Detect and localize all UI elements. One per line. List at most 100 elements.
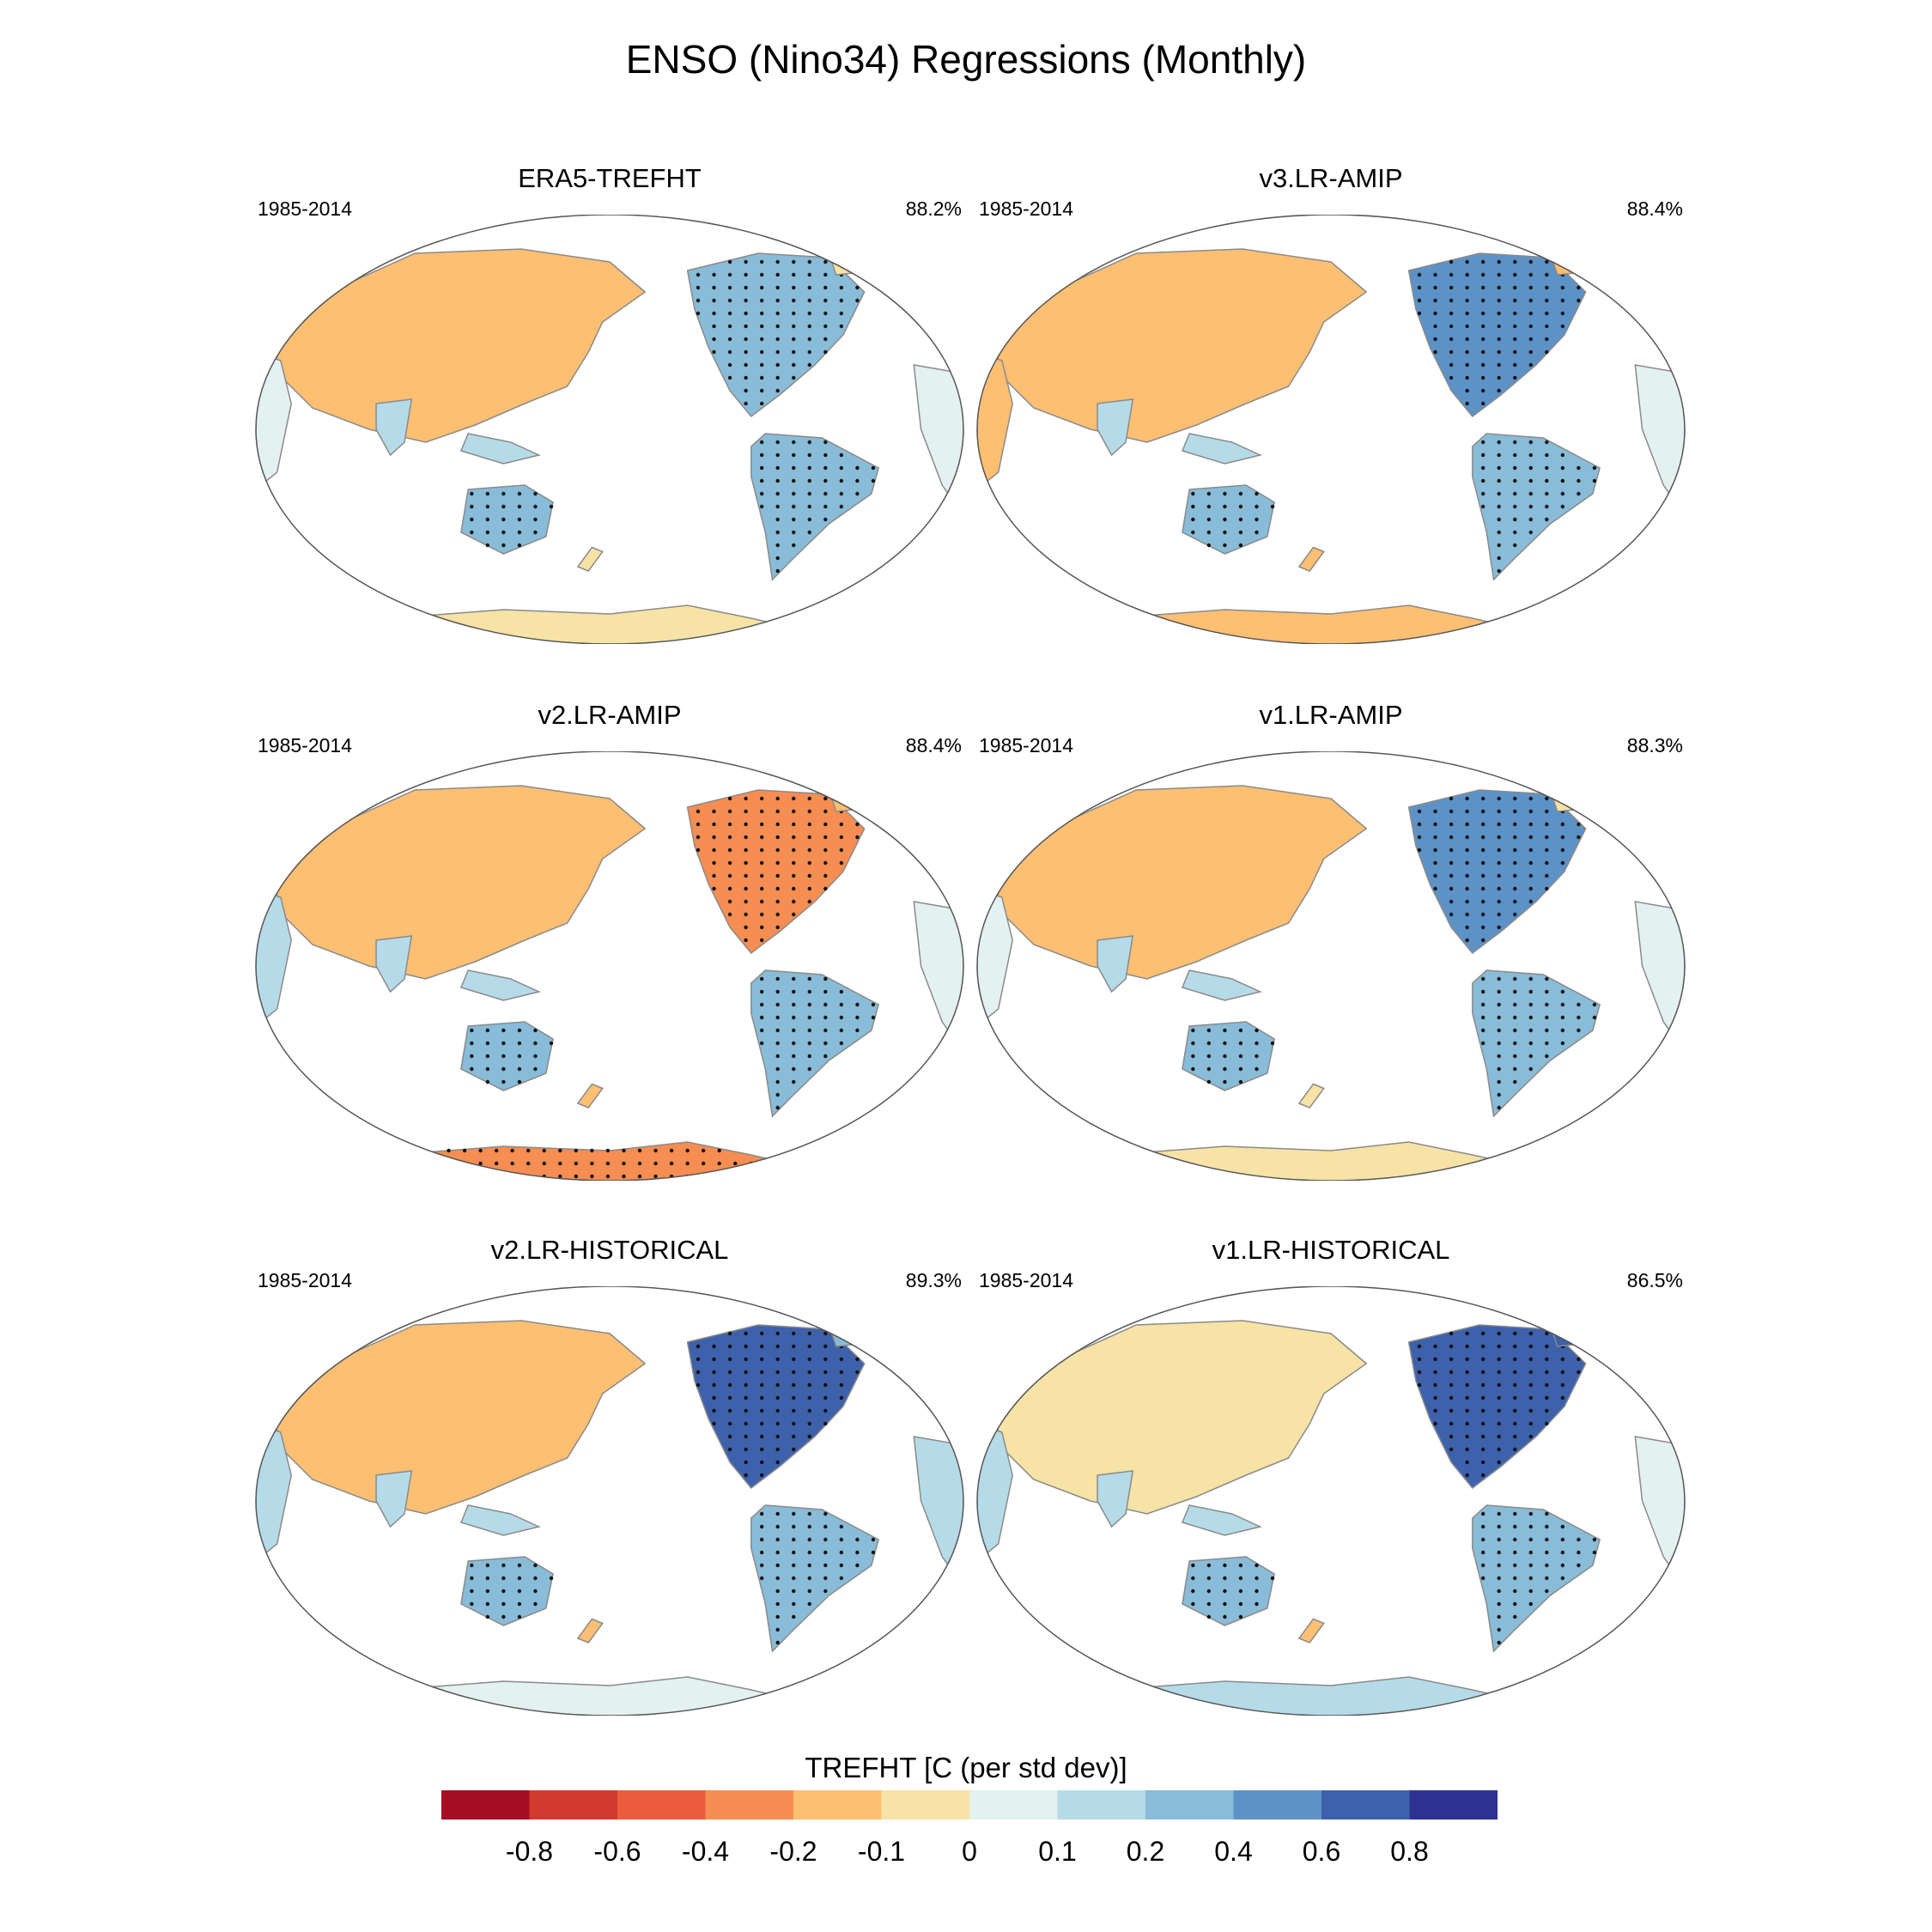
- map-border: [976, 751, 1686, 1181]
- significance-dot: [712, 1395, 716, 1400]
- significance-dot: [1417, 272, 1422, 277]
- significance-dot: [1480, 886, 1485, 891]
- land-region-africaEast: [256, 1422, 292, 1563]
- significance-dot: [792, 465, 796, 471]
- significance-dot: [759, 324, 764, 329]
- significance-dot: [792, 1408, 796, 1413]
- significance-dot: [1528, 478, 1533, 483]
- significance-dot: [1552, 1309, 1556, 1315]
- significance-dot: [823, 298, 828, 303]
- map-border: [255, 215, 964, 644]
- significance-dot: [1206, 1614, 1212, 1619]
- map-panel: v1.LR-AMIP 1985-2014 88.3%: [970, 700, 1692, 1181]
- significance-dot: [501, 1079, 506, 1084]
- significance-dot: [485, 1028, 490, 1033]
- significance-dot: [558, 1148, 562, 1153]
- significance-dot: [775, 337, 780, 342]
- significance-dot: [1577, 491, 1581, 496]
- significance-dot: [759, 1460, 764, 1465]
- significance-dot: [1417, 1344, 1422, 1349]
- significance-dot: [1449, 796, 1454, 801]
- significance-dot: [775, 362, 780, 368]
- significance-dot: [1206, 1576, 1212, 1581]
- significance-dot: [415, 1174, 419, 1179]
- significance-dot: [1497, 465, 1501, 471]
- significance-dot: [1465, 272, 1469, 277]
- significance-dot: [1223, 1079, 1227, 1084]
- significance-dot: [807, 1382, 811, 1388]
- significance-dot: [470, 1563, 474, 1568]
- significance-dot: [1497, 568, 1501, 574]
- significance-dot: [1577, 822, 1581, 827]
- significance-dot: [1480, 1357, 1485, 1362]
- colorbar-segment: [529, 1790, 618, 1820]
- significance-dot: [447, 1161, 451, 1166]
- significance-dot: [807, 860, 811, 866]
- significance-dot: [517, 1576, 522, 1581]
- significance-dot: [855, 298, 860, 303]
- significance-dot: [1528, 491, 1533, 496]
- significance-dot: [478, 1161, 483, 1166]
- significance-dot: [1449, 835, 1454, 840]
- significance-dot: [744, 1460, 748, 1465]
- significance-dot: [823, 504, 828, 509]
- significance-dot: [1513, 1601, 1517, 1607]
- land-region-india: [1097, 1470, 1134, 1528]
- figure-title: ENSO (Nino34) Regressions (Monthly): [625, 37, 1307, 82]
- significance-dot: [1497, 388, 1501, 393]
- significance-dot: [823, 1576, 828, 1581]
- significance-dot: [792, 1576, 796, 1581]
- significance-dot: [485, 1576, 490, 1581]
- significance-dot: [823, 1028, 828, 1033]
- significance-dot: [1480, 1473, 1485, 1478]
- map-border: [976, 1286, 1686, 1716]
- significance-dot: [1528, 1408, 1533, 1413]
- significance-dot: [712, 311, 716, 316]
- significance-dot: [839, 1395, 844, 1400]
- significance-dot: [823, 976, 828, 981]
- land-region-seasia: [459, 969, 541, 1001]
- significance-dot: [823, 1408, 828, 1413]
- significance-dot: [1449, 899, 1454, 904]
- significance-dot: [1497, 1105, 1501, 1110]
- significance-dot: [1480, 1563, 1485, 1568]
- significance-dot: [775, 1344, 780, 1349]
- colorbar-segment: [1057, 1790, 1146, 1820]
- panel-pattern-percent: 88.4%: [1626, 197, 1683, 220]
- significance-dot: [1545, 349, 1549, 355]
- land-region-india: [1097, 935, 1134, 993]
- significance-dot: [696, 835, 701, 840]
- significance-dot: [855, 491, 860, 496]
- significance-dot: [1417, 1382, 1422, 1388]
- significance-dot: [727, 375, 732, 380]
- significance-dot: [807, 272, 811, 277]
- significance-dot: [1433, 1408, 1437, 1413]
- significance-dot: [839, 1563, 844, 1568]
- significance-dot: [727, 796, 732, 801]
- significance-dot: [839, 1382, 844, 1388]
- significance-dot: [775, 1421, 780, 1426]
- significance-dot: [1545, 809, 1549, 814]
- significance-dot: [1497, 375, 1501, 380]
- significance-dot: [1513, 324, 1517, 329]
- significance-dot: [1497, 556, 1501, 561]
- significance-dot: [775, 259, 780, 264]
- significance-dot: [1528, 976, 1533, 981]
- significance-dot: [775, 1370, 780, 1375]
- significance-dot: [1577, 1563, 1581, 1568]
- significance-dot: [1238, 1041, 1243, 1046]
- significance-dot: [1465, 860, 1469, 866]
- significance-dot: [1528, 504, 1533, 509]
- significance-dot: [1480, 453, 1485, 458]
- significance-dot: [1545, 324, 1549, 329]
- significance-dot: [1191, 1563, 1195, 1568]
- significance-dot: [1449, 337, 1454, 342]
- significance-dot: [1545, 886, 1549, 891]
- significance-dot: [727, 337, 732, 342]
- significance-dot: [744, 1382, 748, 1388]
- significance-dot: [1480, 1408, 1485, 1413]
- significance-dot: [712, 1382, 716, 1388]
- significance-dot: [727, 1344, 732, 1349]
- significance-dot: [533, 1054, 538, 1059]
- significance-dot: [792, 1614, 796, 1619]
